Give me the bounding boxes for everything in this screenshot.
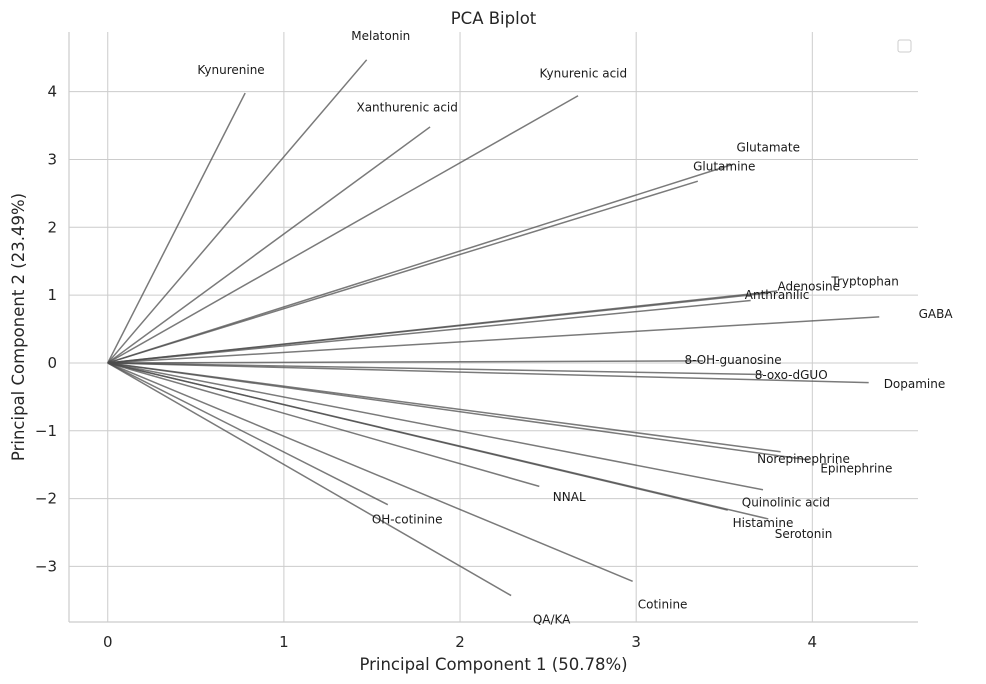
loading-labels: Kynurenine Melatonin Xanthurenic acid Kynur… [197,29,953,626]
legend-box [897,39,912,53]
loading-label: Cotinine [638,597,688,611]
y-axis-label: Principal Component 2 (23.49%) [9,193,28,461]
axis-spines [68,32,918,623]
x-tick-label: 1 [279,633,289,651]
y-tick-label: 0 [47,354,57,372]
loading-arrow [107,362,540,488]
loading-label: Dopamine [884,377,946,391]
loading-label: Glutamate [737,140,800,154]
loading-arrow [107,292,769,364]
loading-label: 8-OH-guanosine [684,353,781,367]
loading-arrow [107,362,389,506]
loading-arrow [107,362,633,583]
y-tick-label: −3 [35,557,57,575]
loading-label: Kynurenic acid [540,66,628,80]
y-tick-label: 2 [47,218,57,236]
tick-labels: 0 1 2 3 4 −3 −2 −1 0 1 2 3 4 [35,83,817,651]
loading-arrow [107,360,704,364]
loading-label: Xanthurenic acid [356,100,457,114]
y-tick-label: 1 [47,286,57,304]
loading-arrow [107,362,769,520]
loading-arrow [107,362,869,384]
loading-arrow [107,299,751,364]
loading-label: Serotonin [775,527,833,541]
y-tick-label: 4 [47,83,57,101]
loading-arrow [107,92,246,364]
x-tick-label: 0 [103,633,113,651]
loading-label: NNAL [553,490,586,504]
loading-label: Kynurenine [197,63,264,77]
loading-label: Quinolinic acid [742,496,830,510]
loading-label: Adenosine [778,279,841,293]
loading-label: Melatonin [351,29,410,43]
x-tick-label: 4 [808,633,818,651]
loading-arrow [107,362,512,597]
y-tick-label: −2 [35,490,57,508]
loading-label: Tryptophan [830,275,898,289]
chart-title: PCA Biplot [451,9,537,28]
loading-arrow [107,95,579,364]
y-tick-label: −1 [35,422,57,440]
y-tick-label: 3 [47,150,57,168]
loading-label: Epinephrine [820,462,892,476]
loading-arrow [107,163,734,364]
loading-arrow [107,362,764,376]
loading-arrow [107,316,880,364]
loading-label: Anthranilic [745,288,810,302]
loading-arrow [107,59,368,364]
loading-arrow [107,362,764,491]
x-tick-label: 3 [631,633,641,651]
loading-label: OH-cotinine [372,513,443,527]
x-axis-label: Principal Component 1 (50.78%) [359,655,627,674]
loading-label: Histamine [733,516,794,530]
loading-label: Glutamine [693,159,755,173]
loading-arrows [107,59,880,597]
loading-label: QA/KA [533,612,571,626]
loading-arrow [107,362,809,461]
loading-arrow [107,180,699,364]
loading-label: GABA [919,307,954,321]
loading-label: 8-oxo-dGUO [755,368,828,382]
loading-arrow [107,126,431,364]
loading-label: Norepinephrine [757,452,850,466]
x-tick-label: 2 [455,633,465,651]
